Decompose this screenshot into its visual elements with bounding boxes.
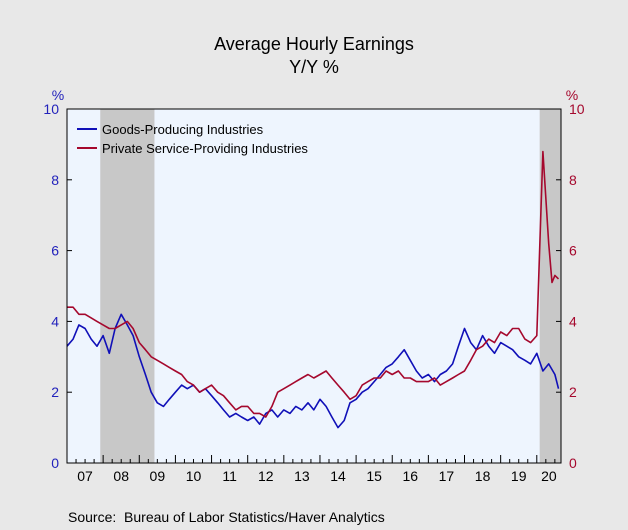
legend: Goods-Producing Industries Private Servic… bbox=[77, 122, 308, 156]
x-tick-label: 17 bbox=[439, 468, 455, 484]
y-tick-label-right: 4 bbox=[569, 313, 577, 329]
x-tick-label: 11 bbox=[222, 468, 237, 484]
series-line-private-service-providing bbox=[67, 150, 560, 418]
x-tick-label: 12 bbox=[258, 468, 274, 484]
y-tick-label-left: 2 bbox=[51, 384, 59, 400]
x-tick-label: 19 bbox=[511, 468, 527, 484]
x-tick-label: 13 bbox=[294, 468, 310, 484]
x-tick-label: 07 bbox=[77, 468, 93, 484]
x-tick-label: 16 bbox=[403, 468, 419, 484]
y-tick-label-left: 10 bbox=[43, 101, 59, 117]
y-tick-label-left: 4 bbox=[51, 313, 59, 329]
legend-entry-goods-producing: Goods-Producing Industries bbox=[102, 122, 264, 137]
y-tick-label-right: 0 bbox=[569, 455, 577, 471]
series-lines bbox=[66, 150, 560, 429]
y-tick-label-left: 6 bbox=[51, 243, 59, 259]
y-tick-label-left: 8 bbox=[51, 172, 59, 188]
y-tick-label-right: 2 bbox=[569, 384, 577, 400]
y-tick-label-right: 6 bbox=[569, 243, 577, 259]
x-tick-label: 08 bbox=[113, 468, 129, 484]
y-tick-label-right: 10 bbox=[569, 101, 585, 117]
y-axis-left-unit: % bbox=[52, 87, 64, 103]
series-line-goods-producing bbox=[66, 313, 560, 429]
y-tick-label-left: 0 bbox=[51, 455, 59, 471]
legend-entry-private-service-providing: Private Service-Providing Industries bbox=[102, 141, 308, 156]
plot-frame bbox=[66, 108, 562, 464]
y-tick-label-right: 8 bbox=[569, 172, 577, 188]
x-tick-label: 14 bbox=[330, 468, 346, 484]
x-tick-label: 15 bbox=[366, 468, 382, 484]
y-axis-right-unit: % bbox=[566, 87, 578, 103]
chart-subtitle: Y/Y % bbox=[289, 57, 339, 77]
chart-title: Average Hourly Earnings bbox=[214, 34, 414, 54]
x-tick-label: 18 bbox=[475, 468, 491, 484]
x-tick-label: 10 bbox=[186, 468, 202, 484]
x-tick-label: 09 bbox=[150, 468, 166, 484]
x-tick-label: 20 bbox=[541, 468, 557, 484]
axes: 0 0 2 2 4 4 6 6 8 8 10 10 07 08 09 10 11 12 13 14 15 16 17 18 19… bbox=[43, 101, 584, 484]
source-note: Source: Bureau of Labor Statistics/Haver… bbox=[68, 509, 385, 525]
recession-band bbox=[100, 109, 155, 463]
